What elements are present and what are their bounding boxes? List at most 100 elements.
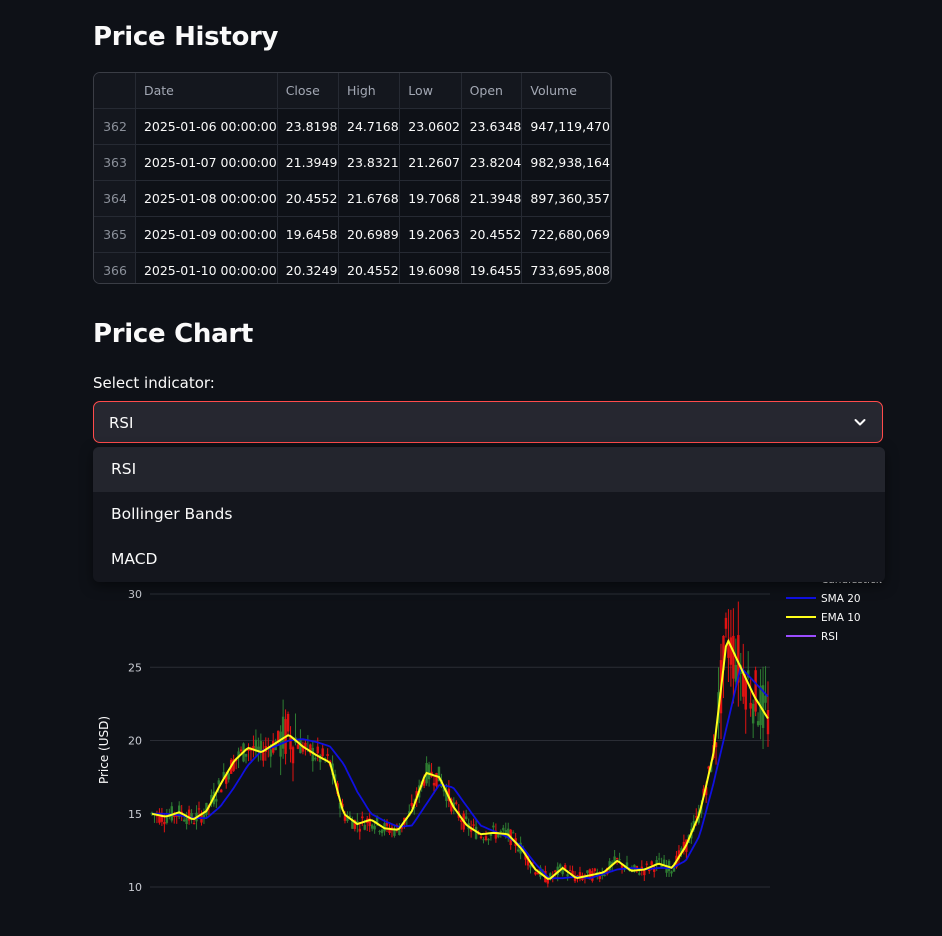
candle-body [680, 848, 683, 853]
dropdown-option-macd[interactable]: MACD [111, 550, 158, 568]
table-cell: 21.3949 [277, 144, 340, 181]
candle-body [326, 754, 329, 756]
candle-body [558, 864, 562, 868]
price-chart-title: Price Chart [93, 319, 253, 349]
candle-body [729, 637, 733, 665]
candle-body [516, 849, 520, 852]
candle-body [197, 808, 201, 810]
table-row[interactable]: 363 2025-01-07 00:00:00 21.3949 23.8321 21.2… [94, 144, 611, 181]
candle-body [464, 816, 468, 820]
table-row[interactable]: 365 2025-01-09 00:00:00 19.6458 20.6989 19.2… [94, 216, 611, 253]
dropdown-option-rsi[interactable]: RSI [93, 447, 885, 492]
candle-body [492, 825, 495, 828]
table-row[interactable]: 362 2025-01-06 00:00:00 23.8198 24.7168 23.0… [94, 108, 611, 145]
candle-body [737, 635, 740, 683]
table-cell: 24.7168 [338, 108, 401, 145]
column-header-date[interactable]: Date [135, 73, 278, 109]
candle-body [422, 779, 426, 786]
indicator-dropdown-menu: RSI Bollinger Bands MACD [93, 447, 885, 582]
candle-body [635, 865, 639, 869]
candle-body [549, 873, 552, 880]
candle-body [529, 864, 532, 868]
legend-label-sma-20[interactable]: SMA 20 [821, 593, 861, 605]
y-tick-label: 25 [128, 661, 142, 674]
candle-body [348, 815, 352, 817]
candle-body [410, 802, 413, 806]
candle-body [677, 850, 681, 859]
candle-body [257, 746, 260, 752]
table-cell: 2025-01-06 00:00:00 [135, 108, 278, 145]
candle-body [175, 815, 178, 817]
candle-body [732, 635, 735, 679]
column-header-index[interactable] [94, 73, 136, 109]
candle-body [761, 685, 765, 728]
candle-body [291, 747, 295, 764]
column-header-close[interactable]: Close [277, 73, 340, 109]
table-cell: 19.7068 [399, 180, 462, 217]
candle-body [314, 757, 317, 760]
candle-body [534, 872, 537, 875]
candle-body [311, 747, 315, 762]
candle-body [707, 766, 710, 769]
column-header-volume[interactable]: Volume [521, 73, 611, 109]
candle-body [487, 838, 490, 841]
candle-body [489, 832, 493, 836]
legend-label-rsi[interactable]: RSI [821, 631, 838, 643]
candle-body [556, 866, 559, 876]
table-row[interactable]: 364 2025-01-08 00:00:00 20.4552 21.6768 19.7… [94, 180, 611, 217]
candle-body [286, 714, 290, 732]
candle-body [309, 744, 312, 754]
candle-body [670, 871, 673, 874]
candle-body [497, 833, 500, 838]
candle-body [618, 859, 621, 861]
candle-body [460, 819, 463, 822]
table-cell: 20.6989 [338, 216, 401, 253]
candle-body [455, 802, 458, 804]
table-cell: 23.8321 [338, 144, 401, 181]
table-cell: 23.8198 [277, 108, 340, 145]
column-header-open[interactable]: Open [461, 73, 523, 109]
candle-body [225, 774, 228, 784]
candle-body [432, 782, 436, 786]
legend-label-ema-10[interactable]: EMA 10 [821, 612, 861, 624]
candle-body [536, 872, 540, 875]
candle-body [591, 871, 594, 881]
candle-body [695, 816, 698, 818]
candle-body [170, 806, 173, 821]
candle-body [499, 831, 503, 833]
candle-body [511, 832, 515, 834]
candle-body [210, 795, 213, 803]
candle-body [563, 865, 567, 869]
table-cell: 23.0602 [399, 108, 462, 145]
column-header-low[interactable]: Low [399, 73, 462, 109]
table-cell: 2025-01-10 00:00:00 [135, 252, 278, 283]
candle-body [388, 829, 391, 833]
table-cell: 19.6455 [461, 252, 523, 283]
table-cell: 21.2607 [399, 144, 462, 181]
column-header-high[interactable]: High [338, 73, 401, 109]
candle-body [220, 789, 223, 793]
candle-body [546, 879, 550, 884]
candle-body [232, 759, 235, 771]
candle-body [217, 780, 220, 785]
candle-body [754, 670, 757, 712]
candle-body [252, 745, 255, 750]
candle-body [442, 787, 446, 792]
candle-body [613, 856, 616, 864]
candle-body [319, 755, 322, 763]
candle-body [182, 819, 186, 822]
candle-body [227, 773, 230, 780]
candle-body [304, 742, 307, 749]
indicator-select[interactable]: RSI [93, 401, 883, 443]
dropdown-option-bollinger-bands[interactable]: Bollinger Bands [111, 505, 233, 523]
candle-body [237, 751, 240, 758]
candle-body [734, 664, 738, 682]
candle-body [571, 870, 574, 876]
table-row[interactable]: 366 2025-01-10 00:00:00 20.3249 20.4552 19.6… [94, 252, 611, 283]
price-history-table[interactable]: Date Close High Low Open Volume 362 2025-01-06… [93, 72, 612, 284]
candle-body [338, 802, 342, 809]
candle-body [301, 745, 305, 752]
candle-body [474, 826, 478, 839]
